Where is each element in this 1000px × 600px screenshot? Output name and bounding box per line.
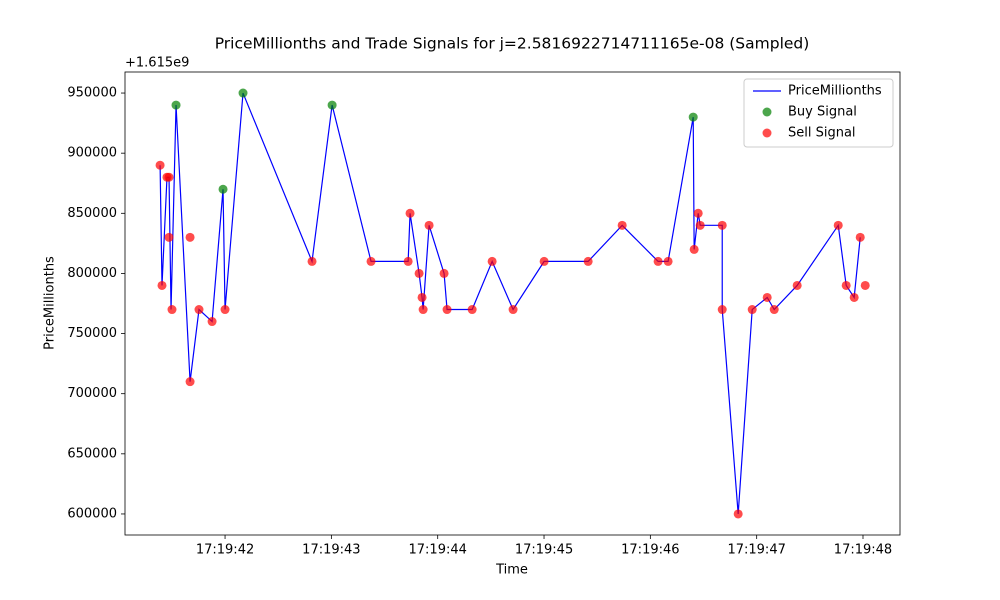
signal-point bbox=[717, 305, 727, 315]
y-tick-label: 650000 bbox=[67, 446, 117, 461]
signal-point bbox=[442, 305, 452, 315]
signal-point bbox=[762, 292, 772, 302]
signal-point bbox=[155, 160, 165, 170]
signal-point bbox=[688, 112, 698, 122]
signal-point bbox=[164, 232, 174, 242]
legend-marker bbox=[762, 128, 772, 138]
signal-point bbox=[405, 208, 415, 218]
signal-point bbox=[769, 305, 779, 315]
signal-point bbox=[417, 292, 427, 302]
signal-point bbox=[617, 220, 627, 230]
signal-point bbox=[218, 184, 228, 194]
signal-point bbox=[403, 256, 413, 266]
signal-point bbox=[747, 305, 757, 315]
signal-point bbox=[207, 317, 217, 327]
legend-label: Sell Signal bbox=[788, 126, 856, 141]
signal-point bbox=[220, 305, 230, 315]
y-tick-label: 800000 bbox=[67, 266, 117, 281]
x-tick-label: 17:19:48 bbox=[834, 543, 892, 558]
signal-point bbox=[841, 280, 851, 290]
signal-point bbox=[583, 256, 593, 266]
x-tick-label: 17:19:44 bbox=[409, 543, 467, 558]
signal-point bbox=[185, 377, 195, 387]
signal-point bbox=[849, 292, 859, 302]
signal-point bbox=[414, 268, 424, 278]
x-tick-label: 17:19:47 bbox=[727, 543, 785, 558]
signal-point bbox=[467, 305, 477, 315]
signal-point bbox=[157, 280, 167, 290]
signal-point bbox=[238, 88, 248, 98]
signal-point bbox=[860, 280, 870, 290]
x-tick-label: 17:19:45 bbox=[515, 543, 573, 558]
legend-label: Buy Signal bbox=[788, 105, 857, 120]
legend-label: PriceMillionths bbox=[788, 84, 882, 99]
signal-point bbox=[366, 256, 376, 266]
signal-point bbox=[194, 305, 204, 315]
x-axis-label: Time bbox=[495, 563, 528, 578]
signal-point bbox=[695, 220, 705, 230]
y-tick-label: 600000 bbox=[67, 506, 117, 521]
signal-point bbox=[167, 305, 177, 315]
y-axis-label: PriceMillionths bbox=[43, 256, 58, 350]
signal-point bbox=[439, 268, 449, 278]
x-tick-label: 17:19:46 bbox=[621, 543, 679, 558]
signal-point bbox=[508, 305, 518, 315]
legend-box bbox=[743, 78, 894, 148]
legend: PriceMillionths Buy Signal Sell Signal bbox=[743, 78, 894, 148]
x-tick-label: 17:19:42 bbox=[196, 543, 254, 558]
y-tick-label: 750000 bbox=[67, 326, 117, 341]
signal-point bbox=[653, 256, 663, 266]
signal-point bbox=[539, 256, 549, 266]
y-tick-label: 950000 bbox=[67, 86, 117, 101]
signal-point bbox=[792, 280, 802, 290]
signal-point bbox=[164, 172, 174, 182]
signal-point bbox=[717, 220, 727, 230]
plot-frame bbox=[124, 71, 901, 536]
signal-point bbox=[663, 256, 673, 266]
x-tick-label: 17:19:43 bbox=[302, 543, 360, 558]
y-tick-label: 850000 bbox=[67, 206, 117, 221]
y-tick-label: 700000 bbox=[67, 386, 117, 401]
y-tick-label: 900000 bbox=[67, 146, 117, 161]
signal-point bbox=[855, 232, 865, 242]
signal-point bbox=[307, 256, 317, 266]
signal-point bbox=[487, 256, 497, 266]
signal-point bbox=[833, 220, 843, 230]
signal-point bbox=[693, 208, 703, 218]
signal-point bbox=[185, 232, 195, 242]
signal-point bbox=[424, 220, 434, 230]
chart-title: PriceMillionths and Trade Signals for j=… bbox=[215, 35, 810, 53]
y-offset-label: +1.615e9 bbox=[125, 56, 189, 71]
signal-point bbox=[171, 100, 181, 110]
legend-marker bbox=[762, 107, 772, 117]
signal-point bbox=[327, 100, 337, 110]
price-line bbox=[159, 92, 861, 514]
signal-point bbox=[418, 305, 428, 315]
signal-point bbox=[689, 244, 699, 254]
signal-point bbox=[733, 509, 743, 519]
